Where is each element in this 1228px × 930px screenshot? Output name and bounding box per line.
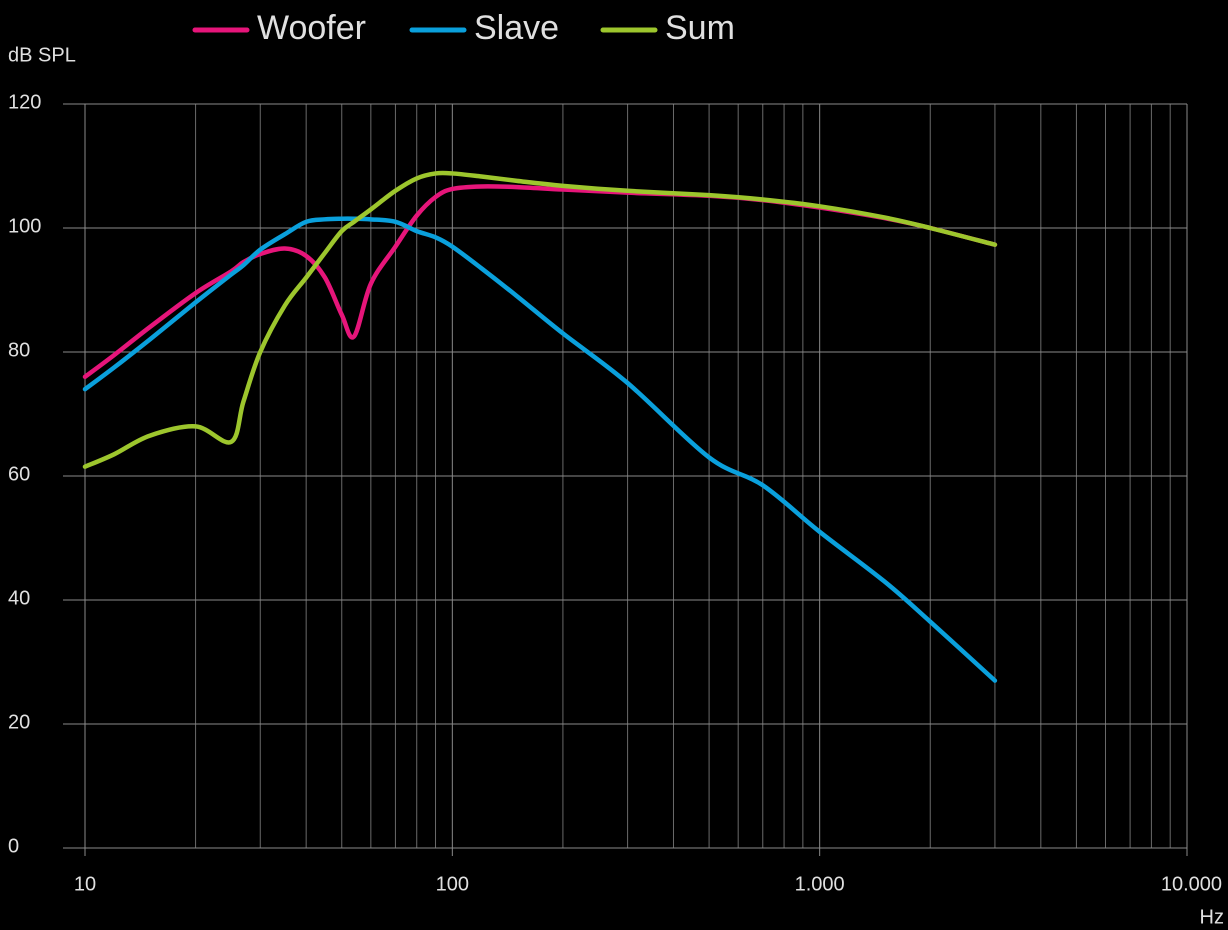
y-tick-label: 80 bbox=[8, 339, 30, 361]
y-tick-label: 60 bbox=[8, 463, 30, 485]
y-tick-label: 20 bbox=[8, 711, 30, 733]
x-tick-label: 10 bbox=[74, 873, 96, 895]
line-series bbox=[82, 216, 998, 683]
y-axis-label: dB SPL bbox=[8, 44, 76, 66]
y-tick-label: 40 bbox=[8, 587, 30, 609]
line-series bbox=[82, 170, 998, 469]
x-tick-label: 1.000 bbox=[795, 873, 845, 895]
y-tick-label: 100 bbox=[8, 215, 41, 237]
y-tick-label: 0 bbox=[8, 835, 19, 857]
legend-label: Sum bbox=[665, 9, 735, 47]
legend-label: Slave bbox=[474, 9, 559, 47]
x-tick-label: 10.000 bbox=[1161, 873, 1222, 895]
x-tick-label: 100 bbox=[436, 873, 469, 895]
y-tick-label: 120 bbox=[8, 91, 41, 113]
x-axis-label: Hz bbox=[1200, 906, 1224, 928]
legend-label: Woofer bbox=[257, 9, 366, 47]
